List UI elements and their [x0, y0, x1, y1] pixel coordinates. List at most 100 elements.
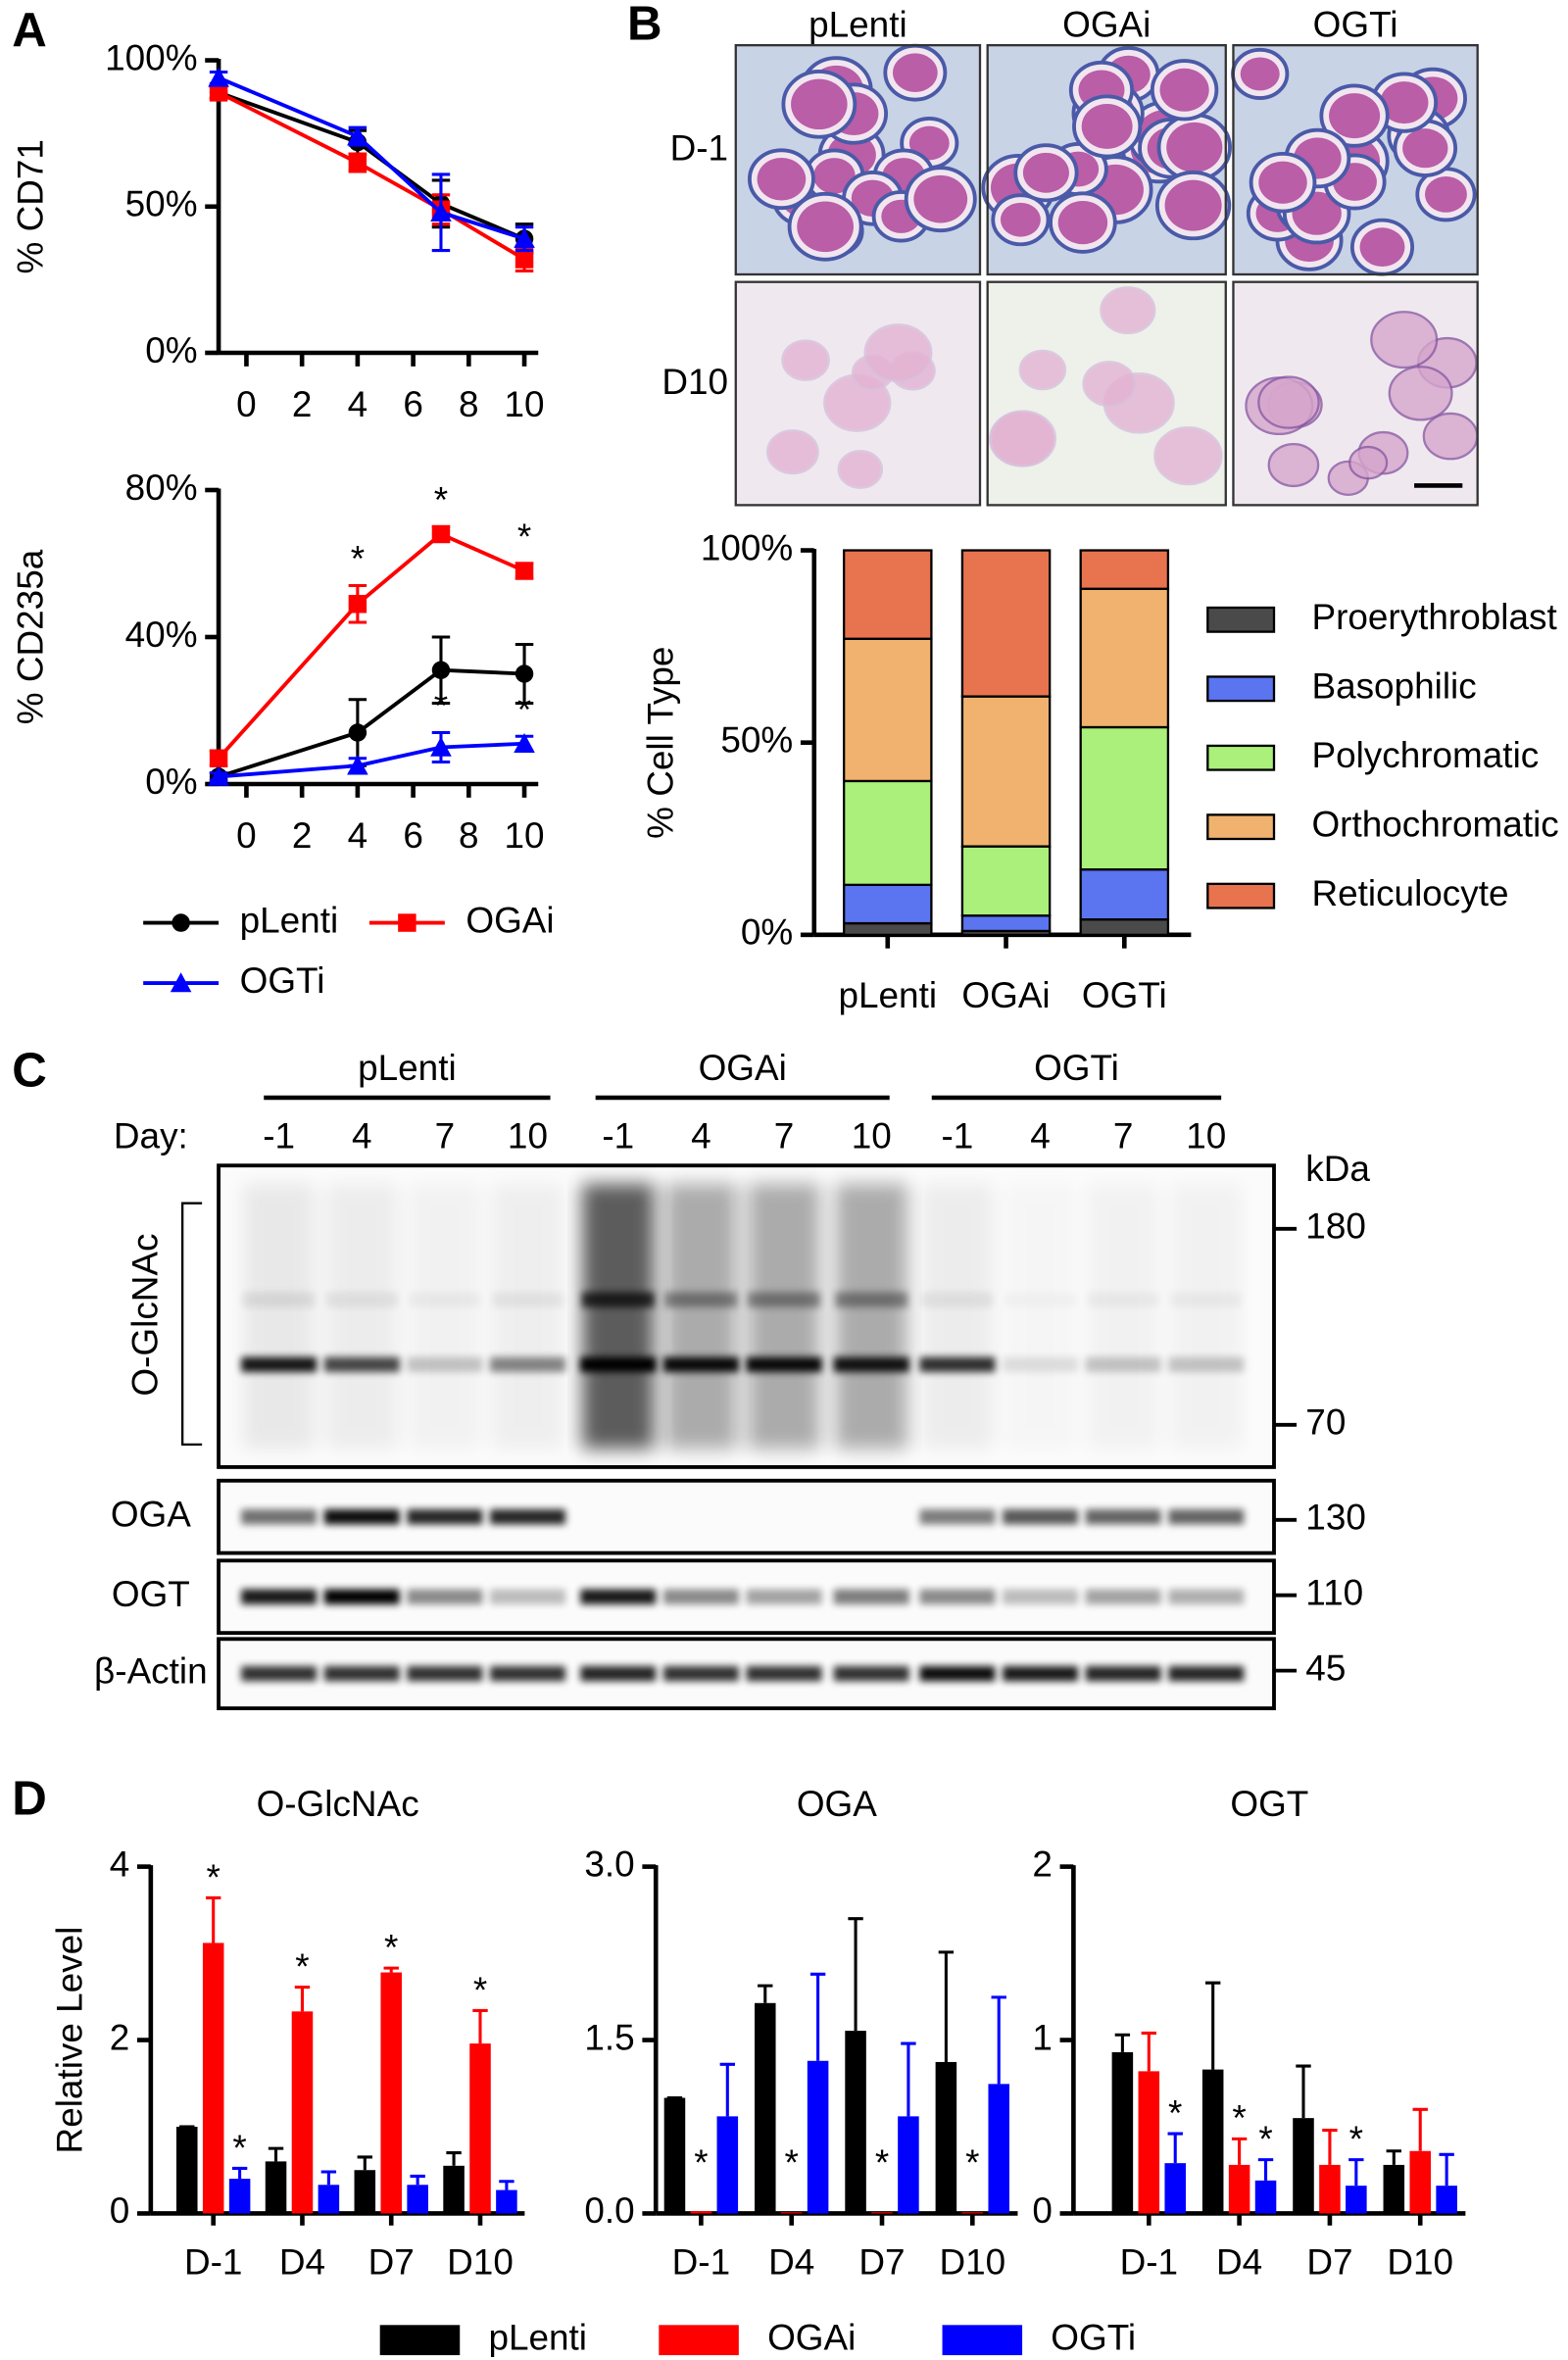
lane-label: 7	[435, 1115, 456, 1155]
nucleus	[1081, 104, 1133, 149]
x-tick-label: D10	[1387, 2242, 1453, 2283]
significance: *	[351, 539, 365, 579]
marker	[209, 83, 228, 102]
marker	[514, 732, 535, 753]
panel-label: C	[12, 1043, 47, 1097]
bar-segment	[960, 695, 1052, 848]
bar	[663, 2097, 686, 2214]
bar-segment	[1079, 918, 1170, 937]
row-label: O-GlcNAc	[125, 1233, 166, 1396]
nucleus	[1402, 128, 1448, 169]
blot-smear	[242, 1183, 316, 1450]
y-tick-label: 100%	[701, 527, 793, 567]
marker	[514, 562, 534, 580]
bar-segment	[1079, 549, 1170, 590]
x-tick-label: D10	[939, 2242, 1005, 2283]
micrograph	[1232, 280, 1479, 507]
x-tick-label: OGTi	[1082, 975, 1167, 1015]
error-bar	[1412, 2107, 1428, 2151]
x-tick-label: D7	[368, 2242, 415, 2283]
significance: *	[295, 1946, 309, 1987]
blot-band	[1085, 1666, 1161, 1682]
series-line	[217, 531, 525, 761]
x-tick-label: 8	[459, 815, 479, 856]
marker	[172, 913, 190, 932]
bar	[961, 2212, 984, 2214]
y-tick-label: 1.5	[584, 2017, 634, 2057]
y-tick-label: 0%	[145, 330, 197, 370]
lane-label: 4	[1030, 1115, 1051, 1155]
error-bar	[1439, 2152, 1454, 2187]
y-tick-label: 80%	[125, 467, 198, 508]
blot-band	[1004, 1292, 1077, 1306]
error-bar	[1114, 2033, 1131, 2052]
nucleus	[1240, 57, 1280, 91]
marker	[348, 153, 368, 172]
blot-band	[323, 1509, 400, 1525]
nucleus	[1329, 93, 1381, 139]
blot-smear	[1087, 1184, 1159, 1450]
y-tick-label: 0%	[741, 912, 793, 953]
micrograph	[734, 280, 982, 507]
x-tick-label: 6	[403, 815, 423, 856]
marker	[398, 913, 416, 932]
group-label: OGTi	[1034, 1048, 1119, 1088]
y-tick-label: 4	[110, 1844, 130, 1884]
error-bar	[472, 2008, 488, 2044]
error-bar	[1167, 2132, 1183, 2164]
cell	[1153, 426, 1223, 486]
nucleus	[1022, 152, 1069, 193]
column-label: OGTi	[1313, 4, 1398, 44]
significance: *	[1349, 2119, 1363, 2159]
blot-band	[919, 1356, 996, 1372]
significance: *	[384, 1927, 398, 1967]
cell	[863, 323, 933, 382]
nucleus	[1380, 81, 1429, 124]
x-tick-label: 6	[403, 384, 423, 424]
y-tick-label: 0	[1032, 2190, 1053, 2231]
cell	[781, 339, 830, 381]
blot-smear	[491, 1183, 564, 1450]
row-label: D10	[662, 362, 728, 402]
micrograph	[981, 44, 1232, 276]
bar	[1383, 2164, 1405, 2214]
blot-band	[1085, 1589, 1161, 1604]
marker-label: 180	[1305, 1206, 1366, 1247]
x-tick-label: 4	[348, 384, 368, 424]
bar	[1111, 2051, 1134, 2214]
y-tick-label: 0	[110, 2190, 130, 2231]
column-label: OGAi	[1062, 4, 1151, 44]
bar	[807, 2060, 829, 2214]
error-bar	[294, 1986, 311, 2012]
blot-band	[408, 1292, 481, 1307]
row-label: OGA	[111, 1494, 191, 1534]
error-bar	[809, 1972, 826, 2061]
error-bar	[1231, 2137, 1248, 2165]
cell	[837, 450, 884, 489]
blot-smear	[835, 1183, 908, 1450]
blot-band	[833, 1666, 909, 1682]
marker-label: 70	[1305, 1402, 1346, 1443]
panel-label: B	[627, 0, 662, 51]
error-bar	[206, 1895, 221, 1943]
blot-band	[1003, 1356, 1078, 1372]
bar	[443, 2165, 465, 2214]
error-bar	[758, 1984, 773, 2003]
cell	[1370, 311, 1439, 369]
y-tick-label: 2	[1032, 1844, 1053, 1884]
marker	[514, 664, 534, 683]
lane-label: 4	[352, 1115, 372, 1155]
bar	[935, 2061, 957, 2214]
error-bar	[410, 2174, 425, 2186]
nucleus	[791, 78, 848, 130]
x-tick-label: D4	[1216, 2242, 1262, 2283]
bar	[1293, 2118, 1314, 2214]
blot-band	[1003, 1509, 1078, 1525]
blot-band	[1168, 1589, 1245, 1604]
marker-label: 130	[1305, 1498, 1366, 1538]
y-tick-label: 1	[1032, 2017, 1053, 2057]
blot-smear	[1004, 1184, 1077, 1450]
lane-label: -1	[602, 1115, 634, 1155]
micrograph-frame	[734, 44, 982, 276]
